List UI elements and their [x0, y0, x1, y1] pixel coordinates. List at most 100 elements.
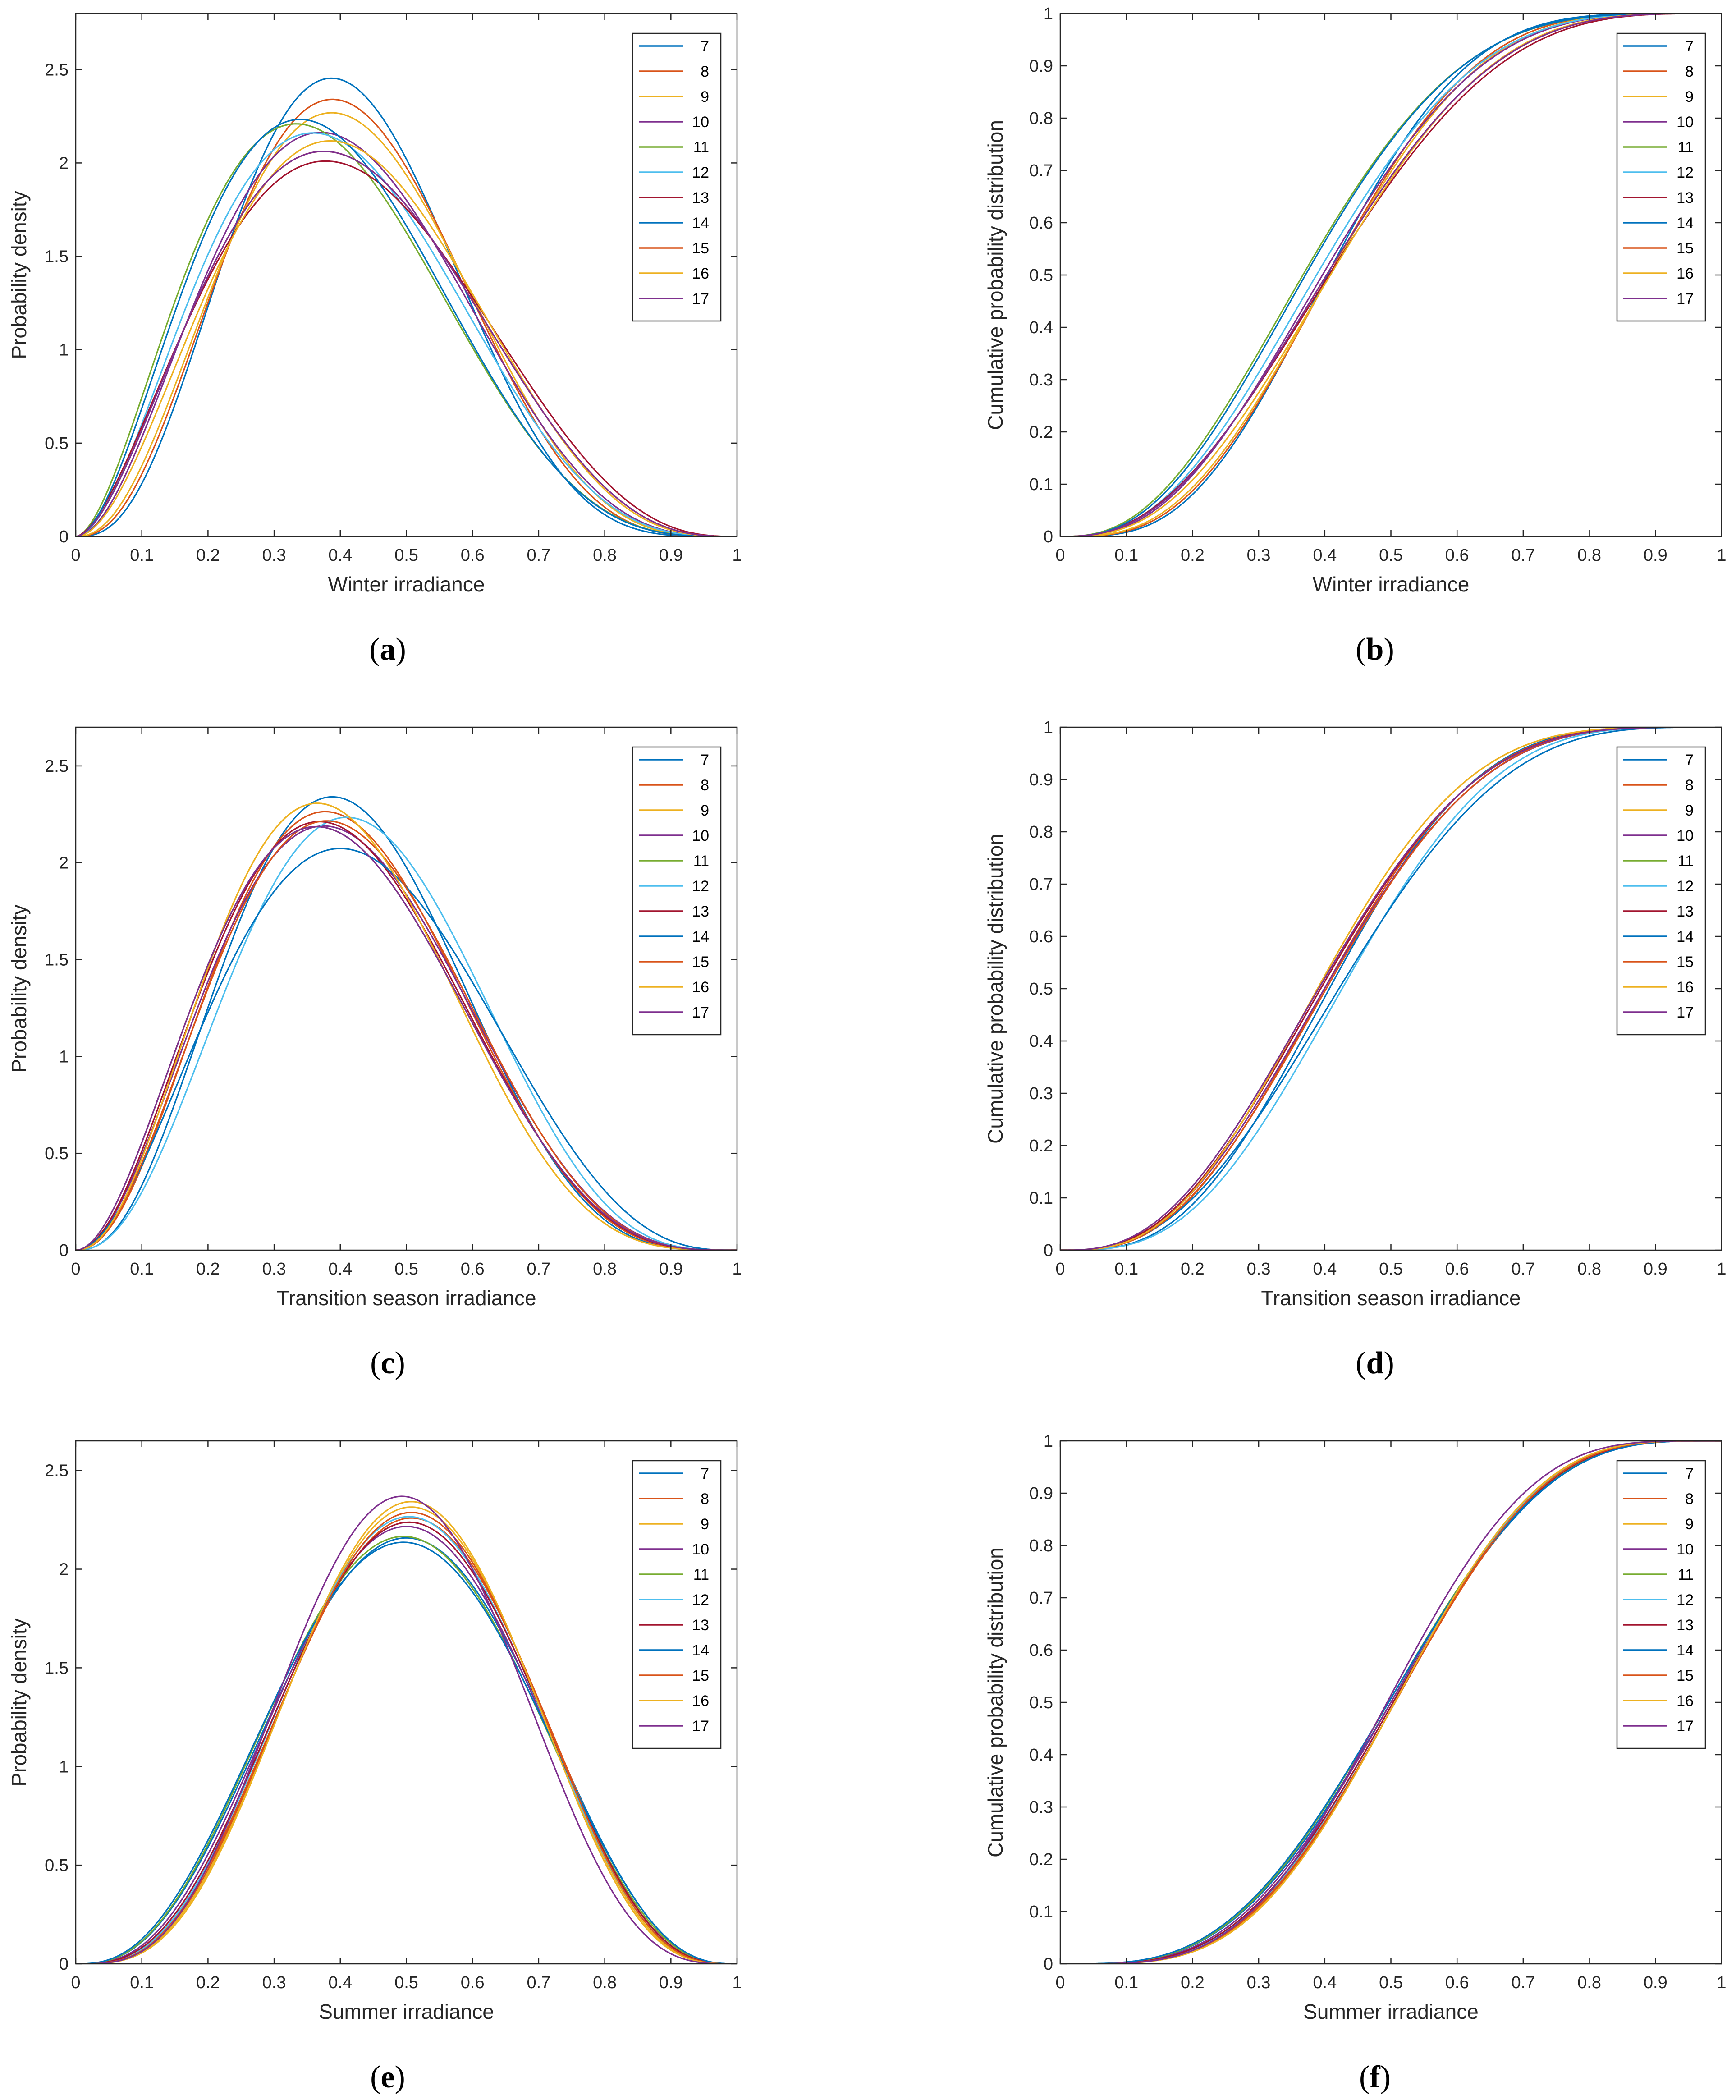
- x-tick-label: 0.8: [593, 1260, 617, 1279]
- x-tick-label: 1: [732, 546, 742, 565]
- x-tick-label: 0.7: [1511, 546, 1535, 565]
- legend-label-13: 13: [692, 189, 709, 206]
- legend-label-12: 12: [1676, 1591, 1694, 1609]
- y-tick-label: 0.7: [1029, 875, 1053, 894]
- legend: 7 8 9 10 11 12 13 14 15 16 17: [1616, 746, 1706, 1036]
- legend-label-7: 7: [1685, 38, 1694, 55]
- panel-caption: (b): [1356, 632, 1394, 667]
- legend-label-8: 8: [1685, 1490, 1694, 1508]
- x-tick-label: 0.9: [659, 546, 683, 565]
- series-line-17: [76, 1495, 737, 1964]
- x-tick-label: 0.7: [527, 546, 550, 565]
- x-tick-label: 0.6: [1445, 546, 1469, 565]
- legend-label-8: 8: [701, 777, 709, 794]
- legend-label-16: 16: [692, 979, 709, 996]
- panel-caption: (f): [1359, 2060, 1391, 2095]
- x-tick-label: 0.9: [659, 1973, 683, 1992]
- y-tick-label: 0.2: [1029, 1137, 1053, 1155]
- series-lines: [76, 796, 737, 1250]
- y-tick-label: 0.5: [1029, 1693, 1053, 1712]
- legend-label-11: 11: [1678, 139, 1694, 156]
- y-tick-label: 0.6: [1029, 214, 1053, 233]
- x-tick-label: 0.3: [1247, 1973, 1271, 1992]
- series-line-17: [1060, 14, 1722, 536]
- y-tick-label: 0: [59, 1955, 69, 1974]
- series-line-17: [1060, 1441, 1722, 1964]
- x-tick-label: 0.8: [1577, 546, 1601, 565]
- series-line-13: [1060, 14, 1722, 536]
- x-tick-label: 0.4: [328, 1973, 352, 1992]
- legend: 7 8 9 10 11 12 13 14 15 16 17: [1616, 32, 1706, 322]
- x-tick-label: 0.3: [1247, 1260, 1271, 1279]
- y-tick-label: 0: [59, 1241, 69, 1260]
- y-tick-label: 1.5: [45, 248, 69, 266]
- chart-panel-c: 0 0.1 0.2 0.3 0.4 0.5 0.6 0.7 0.8 0.9 100.511.522.…: [7, 726, 742, 1380]
- x-tick-label: 0: [1055, 1973, 1065, 1992]
- y-tick-label: 0.1: [1029, 475, 1053, 494]
- series-line-8: [76, 98, 737, 536]
- series-line-7: [76, 77, 737, 536]
- y-tick-label: 2.5: [45, 60, 69, 79]
- y-tick-label: 2: [59, 1560, 69, 1579]
- legend-label-8: 8: [1685, 777, 1694, 794]
- x-axis-label: Summer irradiance: [1303, 2000, 1479, 2023]
- legend: 7 8 9 10 11 12 13 14 15 16 17: [632, 32, 722, 322]
- x-tick-label: 0: [71, 546, 80, 565]
- legend-label-14: 14: [1676, 928, 1694, 945]
- legend-label-7: 7: [701, 38, 709, 55]
- x-tick-label: 0: [1055, 1260, 1065, 1279]
- panel-caption: (d): [1356, 1346, 1394, 1380]
- legend: 7 8 9 10 11 12 13 14 15 16 17: [1616, 1460, 1706, 1749]
- y-tick-label: 1: [1044, 718, 1053, 737]
- legend-label-10: 10: [692, 827, 709, 844]
- legend-label-11: 11: [1678, 1566, 1694, 1583]
- y-tick-label: 0.2: [1029, 423, 1053, 442]
- legend-label-12: 12: [1676, 164, 1694, 181]
- x-tick-label: 1: [732, 1260, 742, 1279]
- x-tick-label: 0.1: [130, 1260, 154, 1279]
- x-tick-label: 0.5: [394, 1973, 418, 1992]
- series-line-17: [76, 151, 737, 536]
- x-tick-label: 0.5: [1379, 546, 1403, 565]
- legend-label-15: 15: [692, 240, 709, 257]
- legend-label-14: 14: [1676, 215, 1694, 232]
- x-tick-label: 0.1: [130, 546, 154, 565]
- series-line-14: [1060, 727, 1722, 1250]
- x-tick-label: 1: [1717, 1973, 1726, 1992]
- y-tick-label: 0.2: [1029, 1850, 1053, 1869]
- series-line-17: [76, 826, 737, 1250]
- series-line-12: [76, 132, 737, 536]
- chart-panel-f: 0 0.1 0.2 0.3 0.4 0.5 0.6 0.7 0.8 0.9 100.10.20.30…: [984, 1432, 1727, 2095]
- x-tick-label: 0.4: [1313, 1973, 1337, 1992]
- y-tick-label: 0.4: [1029, 1746, 1053, 1765]
- y-tick-label: 0.5: [1029, 980, 1053, 999]
- series-lines: [1060, 1441, 1722, 1964]
- x-tick-label: 1: [1717, 546, 1726, 565]
- y-tick-label: 0: [1044, 527, 1053, 546]
- chart-panel-b: 0 0.1 0.2 0.3 0.4 0.5 0.6 0.7 0.8 0.9 100.10.20.30…: [984, 5, 1727, 667]
- legend-label-8: 8: [701, 1490, 709, 1508]
- x-axis-label: Transition season irradiance: [1261, 1286, 1521, 1310]
- legend-label-8: 8: [701, 63, 709, 80]
- x-tick-label: 0.9: [659, 1260, 683, 1279]
- chart-panel-d: 0 0.1 0.2 0.3 0.4 0.5 0.6 0.7 0.8 0.9 100.10.20.30…: [984, 718, 1727, 1380]
- legend-label-14: 14: [1676, 1642, 1694, 1659]
- legend-label-11: 11: [693, 139, 709, 156]
- legend-label-10: 10: [1676, 1541, 1694, 1558]
- legend-label-13: 13: [1676, 903, 1694, 920]
- y-axis-label: Cumulative probability distribution: [984, 834, 1007, 1144]
- x-tick-label: 0.8: [593, 546, 617, 565]
- y-tick-label: 0.6: [1029, 1641, 1053, 1660]
- series-line-7: [76, 796, 737, 1250]
- x-axis-label: Transition season irradiance: [276, 1286, 536, 1310]
- panel-caption: (a): [369, 632, 406, 667]
- legend-label-9: 9: [1685, 1516, 1694, 1533]
- x-tick-label: 0.7: [527, 1973, 550, 1992]
- series-line-16: [76, 802, 737, 1250]
- x-tick-label: 0.1: [1114, 1973, 1138, 1992]
- x-tick-label: 0.2: [196, 1973, 220, 1992]
- legend-label-14: 14: [692, 1642, 709, 1659]
- x-tick-label: 0.4: [1313, 546, 1337, 565]
- y-tick-label: 0: [1044, 1241, 1053, 1260]
- x-tick-label: 0.6: [1445, 1260, 1469, 1279]
